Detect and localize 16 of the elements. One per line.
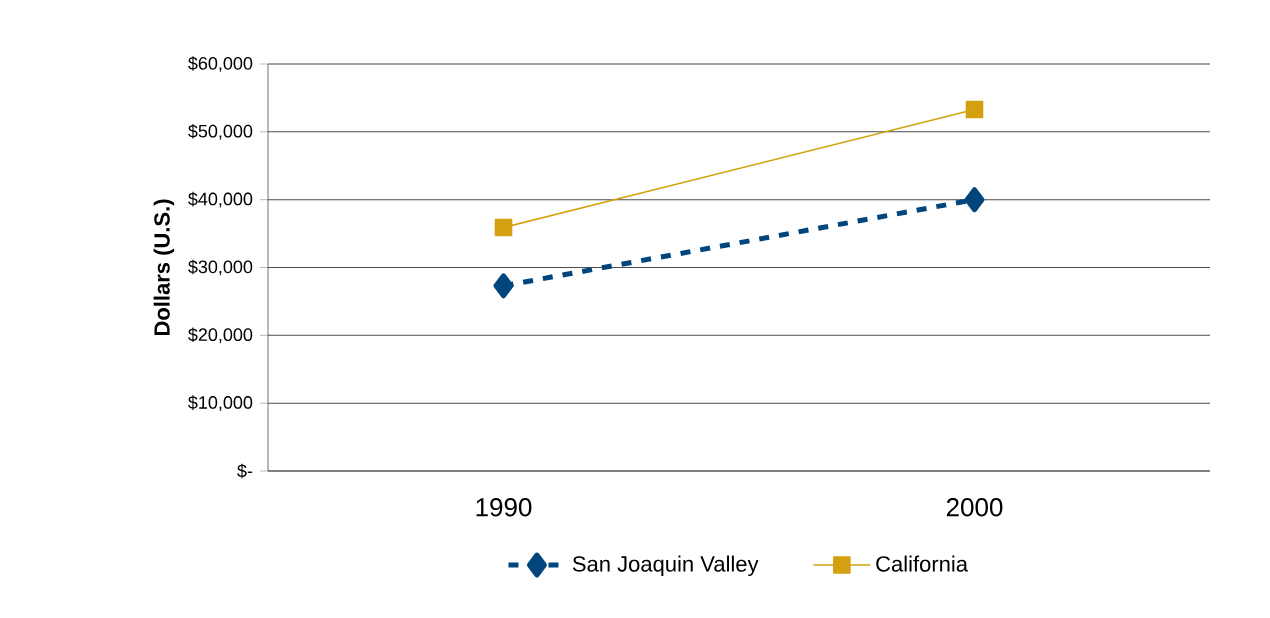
y-axis-title: Dollars (U.S.): [153, 199, 175, 336]
y-tick-label: $20,000: [188, 327, 253, 344]
point: [964, 187, 985, 213]
legend-label: California: [876, 555, 968, 572]
y-tick-label: $40,000: [188, 191, 253, 208]
x-tick-label: 1990: [476, 498, 532, 517]
y-tick-label: $10,000: [188, 395, 253, 411]
point: [493, 273, 514, 299]
point: [965, 100, 984, 119]
x-tick-label: 2000: [946, 498, 1003, 517]
point: [494, 218, 513, 237]
legend-label: San Joaquin Valley: [572, 555, 759, 577]
y-tick-label: $-: [237, 463, 253, 479]
y-tick-label: $50,000: [188, 124, 253, 140]
y-tick-label: $30,000: [188, 259, 253, 276]
y-tick-label: $60,000: [188, 56, 253, 72]
